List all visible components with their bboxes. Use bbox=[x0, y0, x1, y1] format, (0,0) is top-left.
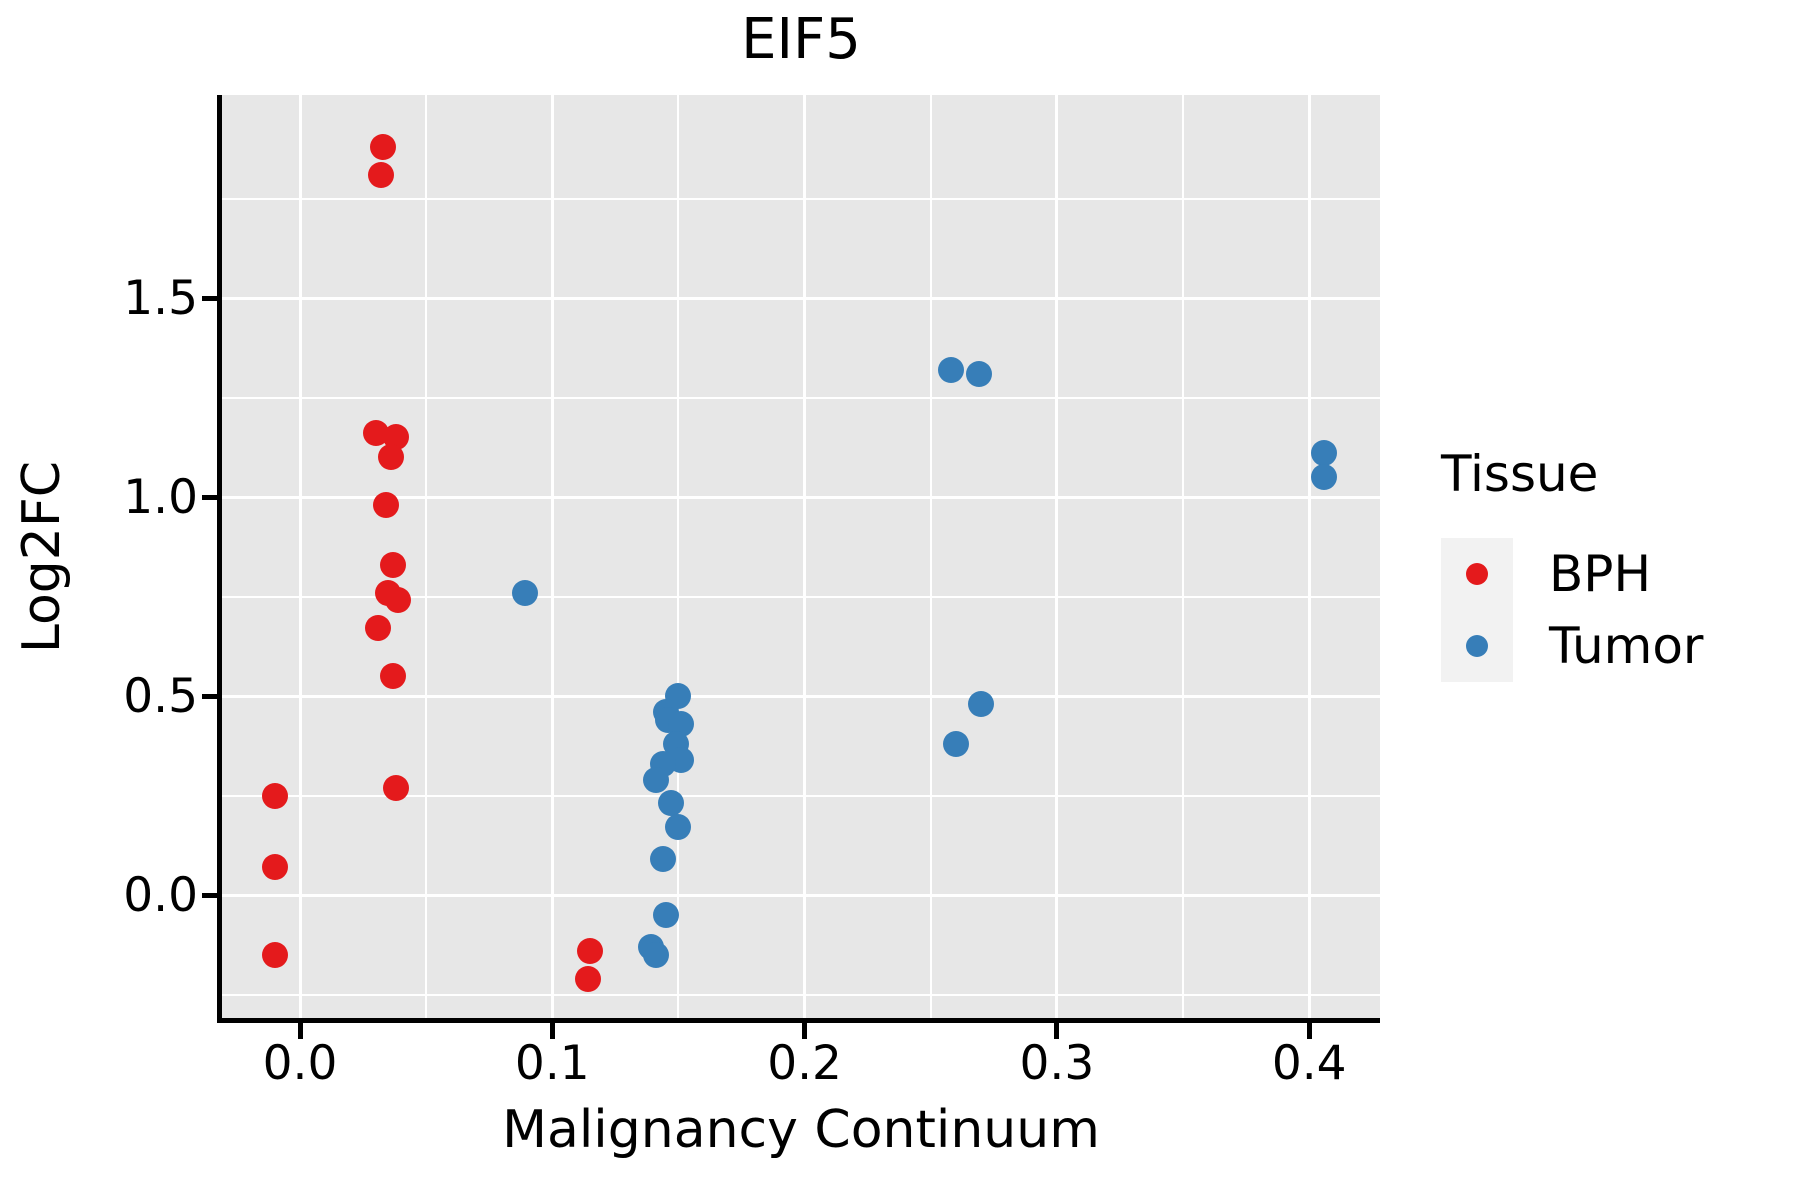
y-tick bbox=[202, 295, 220, 301]
y-tick-label: 0.5 bbox=[123, 668, 198, 724]
data-point-bph bbox=[377, 444, 404, 471]
gridline-minor-horizontal bbox=[222, 197, 1380, 200]
legend-title: Tissue bbox=[1441, 445, 1599, 503]
data-point-tumor bbox=[937, 356, 964, 383]
data-point-tumor bbox=[1311, 464, 1338, 491]
legend-label-tumor: Tumor bbox=[1549, 617, 1704, 675]
data-point-bph bbox=[365, 615, 392, 642]
legend-dot-tumor bbox=[1466, 635, 1488, 657]
gridline-major-horizontal bbox=[222, 893, 1380, 897]
x-axis-spine bbox=[217, 1018, 1380, 1023]
legend-key-tumor bbox=[1441, 610, 1513, 682]
data-point-tumor bbox=[1311, 440, 1338, 467]
data-point-tumor bbox=[650, 846, 677, 873]
data-point-bph bbox=[367, 161, 394, 188]
gridline-minor-vertical bbox=[425, 95, 428, 1020]
data-point-bph bbox=[261, 941, 288, 968]
x-tick-label: 0.0 bbox=[262, 1036, 338, 1091]
gridline-minor-horizontal bbox=[222, 794, 1380, 797]
y-tick-label: 0.0 bbox=[123, 867, 198, 923]
data-point-tumor bbox=[511, 579, 538, 606]
data-point-tumor bbox=[965, 360, 992, 387]
data-point-bph bbox=[380, 663, 407, 690]
y-tick bbox=[202, 494, 220, 500]
gridline-major-horizontal bbox=[222, 694, 1380, 698]
gridline-minor-vertical bbox=[929, 95, 932, 1020]
data-point-tumor bbox=[665, 814, 692, 841]
gridline-major-horizontal bbox=[222, 296, 1380, 300]
plot-panel bbox=[222, 95, 1380, 1020]
y-tick bbox=[202, 693, 220, 699]
legend: Tissue BPH Tumor bbox=[1441, 446, 1796, 682]
gridline-major-vertical bbox=[298, 95, 302, 1020]
gridline-major-vertical bbox=[1307, 95, 1311, 1020]
data-point-tumor bbox=[942, 730, 969, 757]
data-point-bph bbox=[261, 854, 288, 881]
gridline-minor-horizontal bbox=[222, 993, 1380, 996]
data-point-bph bbox=[574, 965, 601, 992]
data-point-bph bbox=[382, 774, 409, 801]
legend-items: BPH Tumor bbox=[1441, 538, 1796, 682]
legend-item-tumor: Tumor bbox=[1441, 610, 1796, 682]
x-tick bbox=[802, 1022, 808, 1039]
x-tick bbox=[549, 1022, 555, 1039]
data-point-bph bbox=[380, 551, 407, 578]
gridline-major-vertical bbox=[803, 95, 807, 1020]
x-tick bbox=[1306, 1022, 1312, 1039]
y-axis-spine bbox=[217, 95, 222, 1023]
y-tick-label: 1.5 bbox=[123, 270, 198, 326]
legend-label-bph: BPH bbox=[1549, 545, 1652, 603]
gridline-minor-vertical bbox=[677, 95, 680, 1020]
x-tick-label: 0.4 bbox=[1271, 1036, 1347, 1091]
data-point-bph bbox=[385, 587, 412, 614]
data-point-tumor bbox=[652, 901, 679, 928]
data-point-tumor bbox=[642, 941, 669, 968]
data-point-tumor bbox=[657, 790, 684, 817]
gridline-minor-horizontal bbox=[222, 595, 1380, 598]
gridline-minor-horizontal bbox=[222, 396, 1380, 399]
y-tick-label: 1.0 bbox=[123, 469, 198, 525]
x-axis-label: Malignancy Continuum bbox=[502, 1100, 1100, 1160]
chart-title: EIF5 bbox=[741, 7, 861, 72]
x-tick-label: 0.2 bbox=[767, 1036, 842, 1091]
gridline-minor-vertical bbox=[1182, 95, 1185, 1020]
legend-dot-bph bbox=[1466, 563, 1488, 585]
y-axis-label: Log2FC bbox=[12, 460, 72, 654]
data-point-tumor bbox=[642, 766, 669, 793]
x-tick bbox=[297, 1022, 303, 1039]
data-point-bph bbox=[370, 133, 397, 160]
gridline-major-horizontal bbox=[222, 495, 1380, 499]
x-tick-label: 0.3 bbox=[1019, 1036, 1095, 1091]
gridline-major-vertical bbox=[1055, 95, 1059, 1020]
data-point-tumor bbox=[968, 690, 995, 717]
legend-item-bph: BPH bbox=[1441, 538, 1796, 610]
x-tick bbox=[1054, 1022, 1060, 1039]
data-point-bph bbox=[577, 937, 604, 964]
y-tick bbox=[202, 892, 220, 898]
legend-key-bph bbox=[1441, 538, 1513, 610]
data-point-bph bbox=[372, 491, 399, 518]
gridline-major-vertical bbox=[550, 95, 554, 1020]
data-point-bph bbox=[261, 782, 288, 809]
x-tick-label: 0.1 bbox=[514, 1036, 590, 1091]
